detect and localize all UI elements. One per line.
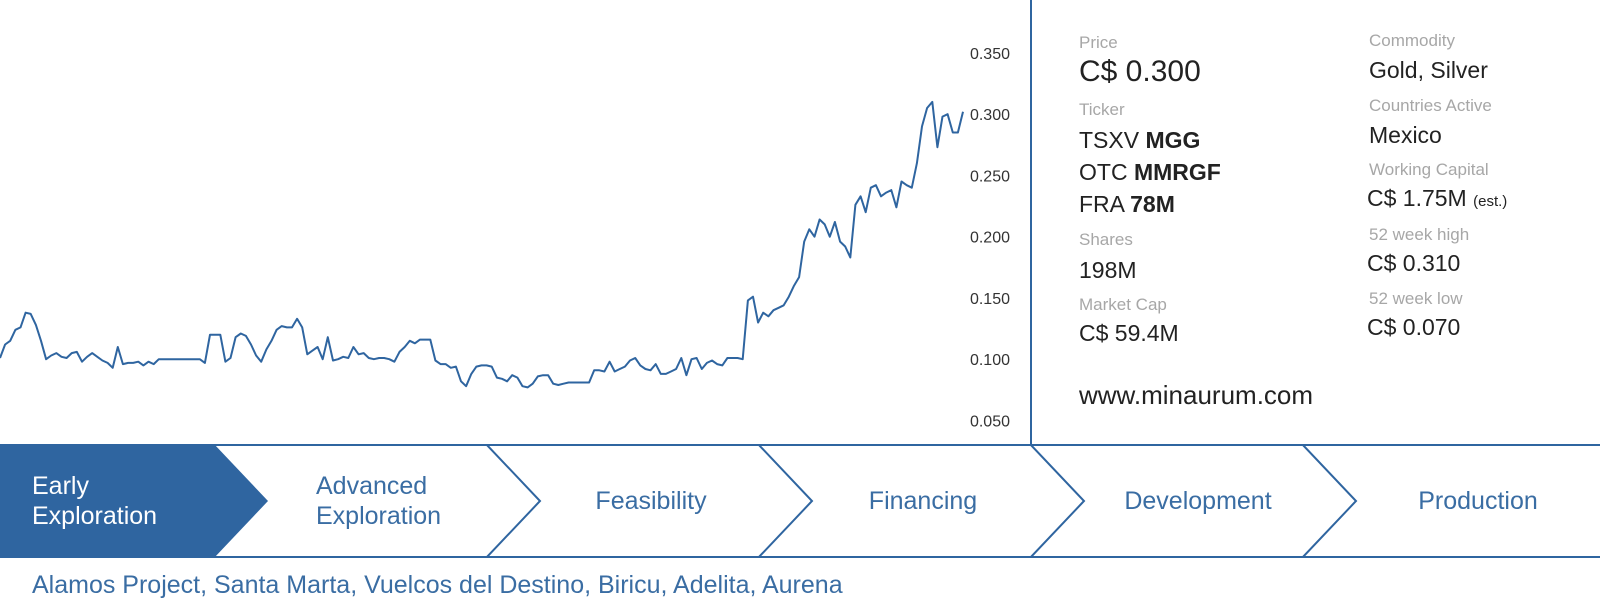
market-cap-value: C$ 59.4M — [1079, 320, 1179, 346]
price-label: Price — [1079, 33, 1118, 52]
ticker-otc: OTC MMRGF — [1079, 159, 1221, 186]
stage-separator-chevron — [1301, 444, 1358, 558]
stage-progress-bar — [0, 444, 1600, 558]
ticker-label: Ticker — [1079, 100, 1125, 119]
ticker-exchange: FRA — [1079, 191, 1124, 217]
price-line — [0, 100, 964, 389]
y-tick-label: 0.300 — [970, 107, 1010, 124]
stage-feasibility: Feasibility — [540, 444, 762, 558]
stage-separator-chevron — [485, 444, 542, 558]
stage-early-exploration-fill — [0, 444, 268, 558]
price-value: C$ 0.300 — [1079, 55, 1201, 88]
ticker-tsxv: TSXV MGG — [1079, 127, 1200, 154]
week-low-label: 52 week low — [1369, 289, 1463, 308]
stage-label-line: Development — [1124, 487, 1272, 515]
stage-label-line: Exploration — [32, 502, 158, 530]
stage-label-line: Early — [32, 472, 89, 500]
stage-early-exploration: Early Exploration — [32, 444, 222, 558]
stage-label-line: Production — [1418, 487, 1538, 515]
stock-info-panel: Price C$ 0.300 Ticker TSXV MGG OTC MMRGF… — [1032, 0, 1600, 445]
ticker-fra: FRA 78M — [1079, 191, 1175, 218]
stage-label-line: Advanced — [316, 472, 428, 500]
commodity-label: Commodity — [1369, 31, 1455, 50]
y-tick-label: 0.200 — [970, 230, 1010, 247]
ticker-symbol: 78M — [1130, 191, 1175, 217]
ticker-symbol: MMRGF — [1133, 159, 1221, 185]
price-chart: 0.050 0.100 0.150 0.200 0.250 0.300 0.350 — [0, 46, 1010, 431]
working-capital-label: Working Capital — [1369, 160, 1489, 179]
market-cap-label: Market Cap — [1079, 295, 1167, 314]
ticker-exchange: OTC — [1079, 159, 1128, 185]
stage-label-line: Feasibility — [595, 487, 707, 515]
ticker-exchange: TSXV — [1079, 127, 1140, 153]
y-tick-label: 0.100 — [970, 352, 1010, 369]
countries-label: Countries Active — [1369, 96, 1492, 115]
stage-label-line: Financing — [868, 487, 978, 515]
shares-label: Shares — [1079, 230, 1133, 249]
projects-list: Alamos Project, Santa Marta, Vuelcos del… — [32, 571, 843, 599]
y-tick-label: 0.250 — [970, 168, 1010, 185]
stage-production: Production — [1356, 444, 1600, 558]
working-capital-amount: C$ 1.75M — [1367, 185, 1467, 211]
stage-financing: Financing — [812, 444, 1034, 558]
commodity-value: Gold, Silver — [1369, 57, 1488, 83]
y-tick-label: 0.350 — [970, 46, 1010, 63]
working-capital-value: C$ 1.75M (est.) — [1367, 185, 1507, 212]
week-high-label: 52 week high — [1369, 225, 1470, 244]
stage-separator-chevron — [757, 444, 814, 558]
stage-advanced-exploration: Advanced Exploration — [316, 444, 506, 558]
website-link[interactable]: www.minaurum.com — [1079, 380, 1314, 410]
ticker-symbol: MGG — [1145, 127, 1201, 153]
vertical-divider — [1030, 0, 1032, 446]
stage-label-line: Exploration — [316, 502, 442, 530]
week-high-value: C$ 0.310 — [1367, 250, 1461, 276]
y-axis-ticks: 0.050 0.100 0.150 0.200 0.250 0.300 0.350 — [970, 46, 1010, 431]
stage-development: Development — [1084, 444, 1312, 558]
countries-value: Mexico — [1369, 122, 1442, 148]
working-capital-note: (est.) — [1473, 193, 1508, 210]
y-tick-label: 0.050 — [970, 413, 1010, 430]
shares-value: 198M — [1079, 257, 1137, 283]
y-tick-label: 0.150 — [970, 291, 1010, 308]
stage-separator-chevron — [1029, 444, 1086, 558]
week-low-value: C$ 0.070 — [1367, 314, 1461, 340]
